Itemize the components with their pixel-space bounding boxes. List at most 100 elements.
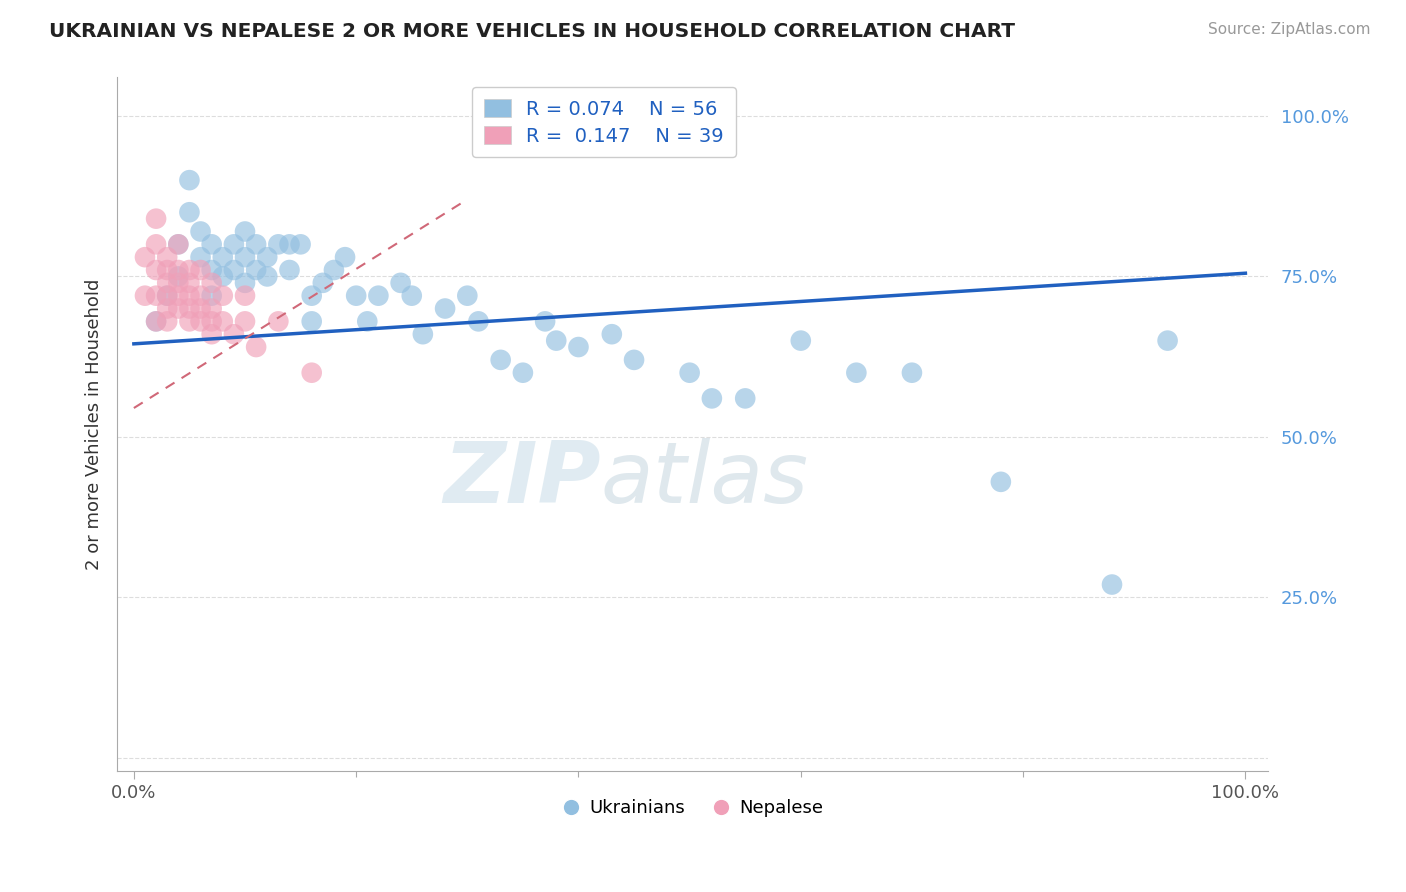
Point xyxy=(179,205,201,219)
Point xyxy=(901,366,924,380)
Point xyxy=(567,340,589,354)
Point xyxy=(546,334,568,348)
Point xyxy=(534,314,557,328)
Point xyxy=(245,237,267,252)
Point xyxy=(179,314,201,328)
Point xyxy=(1101,577,1123,591)
Point xyxy=(233,225,256,239)
Point xyxy=(990,475,1012,489)
Point xyxy=(156,263,179,277)
Point xyxy=(1156,334,1178,348)
Point xyxy=(467,314,489,328)
Point xyxy=(145,263,167,277)
Point xyxy=(245,263,267,277)
Point xyxy=(734,392,756,406)
Point xyxy=(167,288,190,302)
Point xyxy=(134,288,156,302)
Point xyxy=(156,314,179,328)
Point xyxy=(190,225,212,239)
Point xyxy=(201,276,224,290)
Point xyxy=(434,301,457,316)
Point xyxy=(222,237,245,252)
Point xyxy=(179,276,201,290)
Point xyxy=(156,276,179,290)
Point xyxy=(179,301,201,316)
Point xyxy=(167,237,190,252)
Point xyxy=(700,392,723,406)
Point xyxy=(489,352,512,367)
Point xyxy=(167,276,190,290)
Point xyxy=(211,269,233,284)
Point xyxy=(301,366,323,380)
Point xyxy=(156,288,179,302)
Point xyxy=(845,366,868,380)
Point xyxy=(312,276,335,290)
Point xyxy=(167,301,190,316)
Y-axis label: 2 or more Vehicles in Household: 2 or more Vehicles in Household xyxy=(86,278,103,570)
Point xyxy=(256,269,278,284)
Point xyxy=(179,173,201,187)
Point xyxy=(156,301,179,316)
Point xyxy=(145,288,167,302)
Point xyxy=(145,237,167,252)
Point xyxy=(344,288,367,302)
Point xyxy=(233,276,256,290)
Point xyxy=(145,314,167,328)
Point xyxy=(323,263,346,277)
Point xyxy=(333,250,356,264)
Point xyxy=(600,327,623,342)
Point xyxy=(267,237,290,252)
Point xyxy=(222,327,245,342)
Point xyxy=(623,352,645,367)
Point xyxy=(512,366,534,380)
Point xyxy=(245,340,267,354)
Point xyxy=(201,263,224,277)
Point xyxy=(179,263,201,277)
Text: UKRAINIAN VS NEPALESE 2 OR MORE VEHICLES IN HOUSEHOLD CORRELATION CHART: UKRAINIAN VS NEPALESE 2 OR MORE VEHICLES… xyxy=(49,22,1015,41)
Point xyxy=(301,288,323,302)
Point xyxy=(222,263,245,277)
Point xyxy=(167,237,190,252)
Point xyxy=(190,250,212,264)
Point xyxy=(190,314,212,328)
Point xyxy=(233,250,256,264)
Point xyxy=(401,288,423,302)
Point xyxy=(190,288,212,302)
Point xyxy=(678,366,700,380)
Point xyxy=(278,263,301,277)
Point xyxy=(201,301,224,316)
Point xyxy=(790,334,813,348)
Legend: Ukrainians, Nepalese: Ukrainians, Nepalese xyxy=(555,791,830,824)
Point xyxy=(389,276,412,290)
Point xyxy=(190,263,212,277)
Point xyxy=(211,250,233,264)
Point xyxy=(156,288,179,302)
Point xyxy=(167,269,190,284)
Text: atlas: atlas xyxy=(600,438,808,521)
Point xyxy=(233,314,256,328)
Point xyxy=(201,288,224,302)
Point xyxy=(201,327,224,342)
Point xyxy=(290,237,312,252)
Point xyxy=(356,314,378,328)
Point xyxy=(278,237,301,252)
Point xyxy=(145,314,167,328)
Point xyxy=(167,263,190,277)
Point xyxy=(412,327,434,342)
Point xyxy=(233,288,256,302)
Point xyxy=(456,288,478,302)
Point xyxy=(367,288,389,302)
Point xyxy=(211,314,233,328)
Point xyxy=(145,211,167,226)
Point xyxy=(301,314,323,328)
Text: ZIP: ZIP xyxy=(443,438,600,521)
Point xyxy=(201,314,224,328)
Point xyxy=(134,250,156,264)
Point xyxy=(156,250,179,264)
Point xyxy=(201,237,224,252)
Text: Source: ZipAtlas.com: Source: ZipAtlas.com xyxy=(1208,22,1371,37)
Point xyxy=(211,288,233,302)
Point xyxy=(179,288,201,302)
Point xyxy=(256,250,278,264)
Point xyxy=(267,314,290,328)
